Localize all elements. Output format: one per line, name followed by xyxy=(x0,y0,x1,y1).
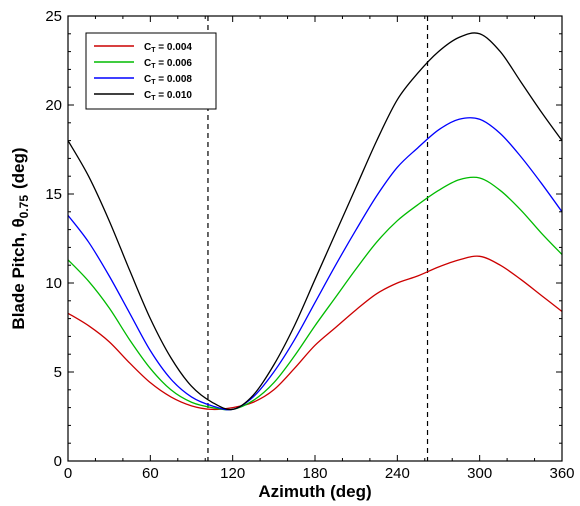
legend-label-value: = 0.010 xyxy=(156,90,193,101)
legend-label-subscript: T xyxy=(151,47,156,54)
y-tick-label: 10 xyxy=(45,275,62,292)
x-tick-label: 180 xyxy=(302,465,327,482)
legend-label: CT = 0.004 xyxy=(144,42,192,54)
x-tick-label: 60 xyxy=(142,465,159,482)
x-tick-label: 360 xyxy=(549,465,574,482)
y-tick-label: 25 xyxy=(45,8,62,25)
legend-label-value: = 0.004 xyxy=(156,42,193,53)
y-axis-ticks: 0 5 10 15 20 25 xyxy=(45,8,562,470)
y-tick-label: 15 xyxy=(45,186,62,203)
legend-label: CT = 0.008 xyxy=(144,74,192,86)
legend-label-subscript: T xyxy=(151,95,156,102)
legend-label-main: C xyxy=(144,74,151,85)
x-tick-label: 120 xyxy=(220,465,245,482)
x-tick-label: 240 xyxy=(385,465,410,482)
y-tick-label: 5 xyxy=(54,364,62,381)
y-axis-label-main: Blade Pitch, θ xyxy=(9,218,28,329)
series-line-1 xyxy=(67,255,563,411)
y-axis-label: Blade Pitch, θ0.75 (deg) xyxy=(9,147,31,329)
y-axis-label-unit: (deg) xyxy=(9,147,28,189)
series-line-2 xyxy=(67,176,563,411)
x-axis-label: Azimuth (deg) xyxy=(258,482,371,501)
reference-lines xyxy=(207,16,429,461)
y-axis-label-subscript: 0.75 xyxy=(17,195,31,219)
y-tick-label: 0 xyxy=(54,453,62,470)
legend-label-value: = 0.008 xyxy=(156,74,193,85)
legend-label: CT = 0.010 xyxy=(144,90,192,102)
legend-label-main: C xyxy=(144,90,151,101)
legend-label-value: = 0.006 xyxy=(156,58,193,69)
x-axis-ticks: 0 60 120 180 240 300 360 xyxy=(64,16,575,482)
series-line-4 xyxy=(67,32,563,411)
legend-label-subscript: T xyxy=(151,79,156,86)
legend-label-main: C xyxy=(144,58,151,69)
x-tick-label: 0 xyxy=(64,465,72,482)
series-lines xyxy=(67,32,563,411)
x-tick-label: 300 xyxy=(467,465,492,482)
legend-label-main: C xyxy=(144,42,151,53)
series-line-3 xyxy=(67,117,563,411)
legend-label: CT = 0.006 xyxy=(144,58,192,70)
legend-label-subscript: T xyxy=(151,63,156,70)
y-tick-label: 20 xyxy=(45,97,62,114)
